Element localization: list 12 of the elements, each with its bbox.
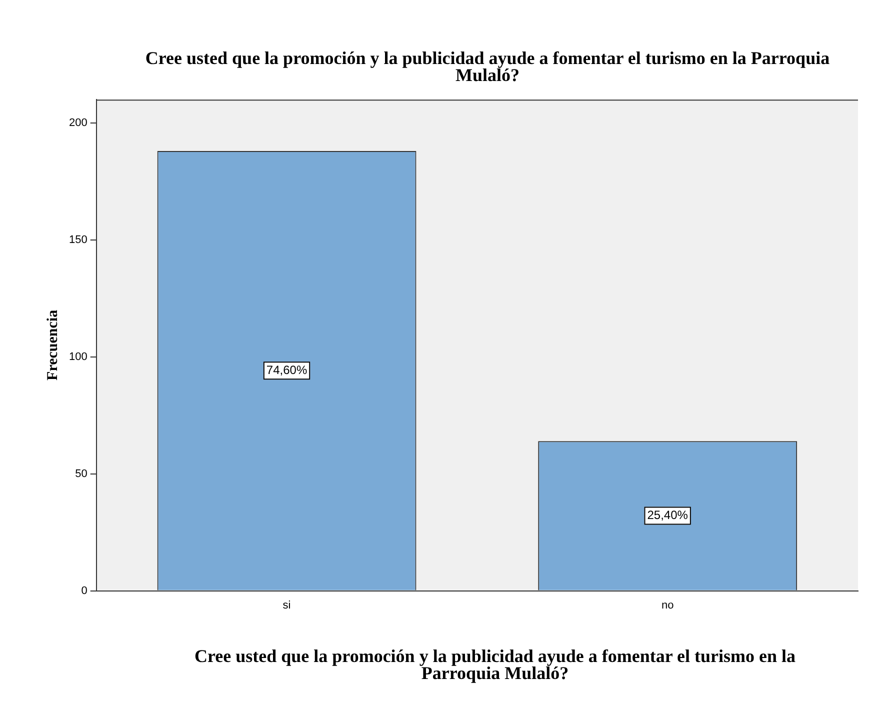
y-tick-label: 50 xyxy=(75,468,88,480)
annotation: 25,40% xyxy=(647,508,688,522)
chart-title: Cree usted que la promoción y la publicidad ayude a fomentar el turismo en la Parroquia Mulaló? xyxy=(144,48,831,85)
x-tick-label: no xyxy=(661,599,674,612)
annotation: 74,60% xyxy=(266,362,308,377)
x-axis-title: Cree usted que la promoción y la publicidad ayude a fomentar el turismo en la Parroquia Mulaló? xyxy=(193,646,797,683)
y-tick-label: 100 xyxy=(68,350,88,363)
x-tick-label: si xyxy=(282,599,291,612)
y-axis-title: Frecuencia xyxy=(44,309,61,380)
y-tick-label: 0 xyxy=(81,584,88,597)
y-tick-label: 200 xyxy=(68,117,88,130)
y-tick-label: 150 xyxy=(68,234,88,246)
